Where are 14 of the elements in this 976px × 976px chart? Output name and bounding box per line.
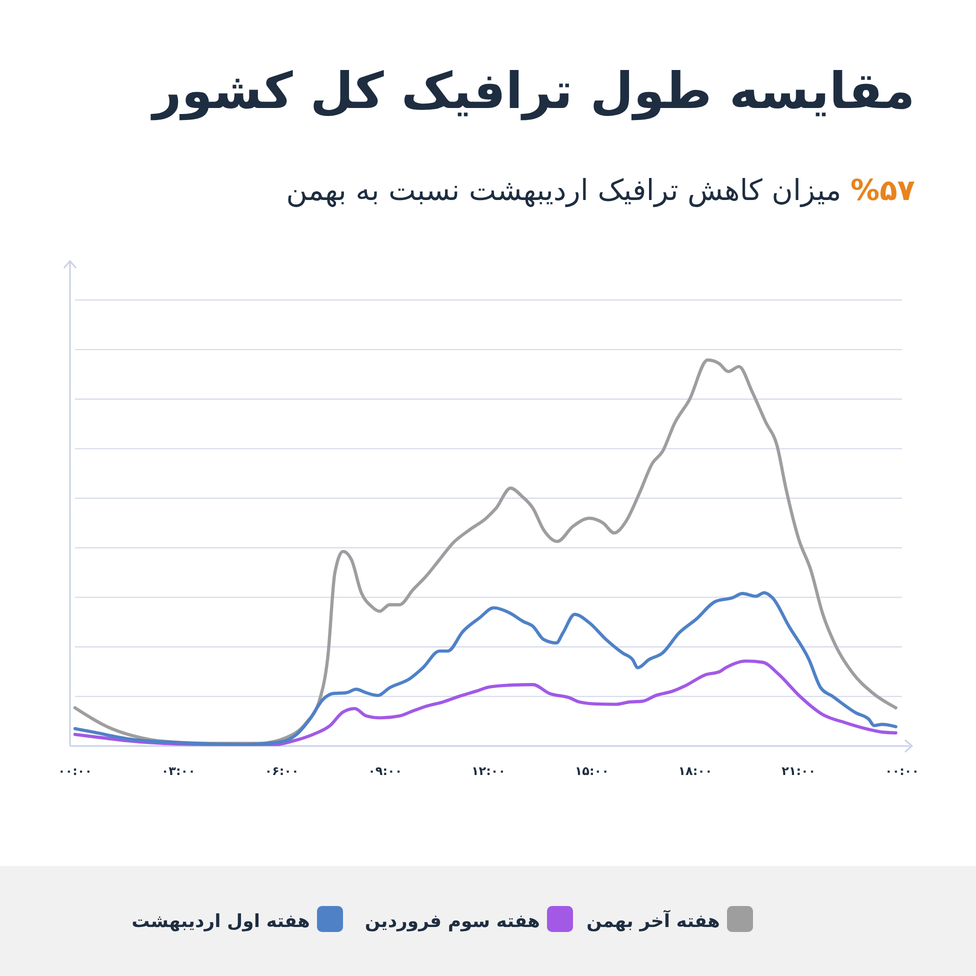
chart-subtitle: %۵۷ میزان کاهش ترافیک اردیبهشت نسبت به بهمن — [286, 173, 916, 208]
x-tick-label: ۰۶:۰۰ — [264, 764, 299, 778]
legend-label: هفته اول اردیبهشت — [132, 911, 310, 932]
x-tick-label: ۰۹:۰۰ — [368, 764, 402, 778]
x-tick-label: ۰۰:۰۰ — [58, 764, 92, 778]
legend-label: هفته سوم فروردین — [364, 911, 540, 932]
x-tick-label: ۱۸:۰۰ — [678, 764, 712, 778]
x-tick-label: ۱۲:۰۰ — [471, 764, 506, 778]
x-tick-label: ۰۳:۰۰ — [161, 764, 196, 778]
x-tick-label: ۰۰:۰۰ — [884, 764, 920, 778]
chart-title: مقایسه طول ترافیک کل کشور — [150, 62, 915, 121]
x-tick-label: ۱۵:۰۰ — [574, 764, 609, 778]
x-tick-label: ۲۱:۰۰ — [782, 764, 816, 778]
legend-label: هفته آخر بهمن — [586, 909, 720, 932]
